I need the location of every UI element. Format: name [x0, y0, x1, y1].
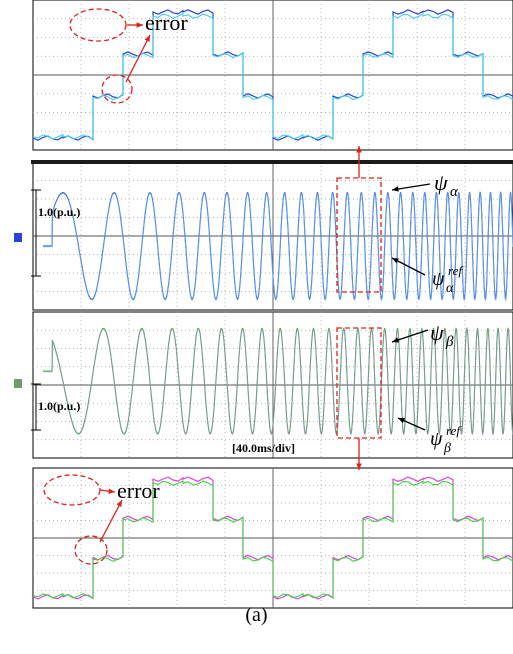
alpha-main-label-psi: ψ — [434, 170, 448, 195]
beta-ref-label-psi: ψ — [430, 428, 443, 450]
beta-channel-marker — [14, 379, 22, 388]
beta-ref-label-sup: ref — [446, 423, 462, 438]
bottom-zoom-panel — [32, 467, 513, 609]
alpha-series-1 — [43, 192, 513, 302]
top-zoom-panel — [32, 0, 513, 151]
bottom-error-arrow-2-line — [99, 499, 123, 543]
alpha-channel-marker — [14, 233, 22, 242]
top-error-label: error — [145, 10, 188, 35]
alpha-scale-label: 1.0(p.u.) — [38, 205, 80, 219]
bottom-error-ellipse-2 — [74, 535, 108, 565]
beta-main-arrow-head — [392, 337, 399, 343]
alpha-ref-label-sup: ref — [448, 263, 464, 278]
top-error-arrow-2-head — [144, 35, 150, 42]
beta-series-1 — [43, 327, 513, 436]
alpha-main-label-sub: α — [450, 184, 459, 200]
alpha-main-arrow-head — [392, 186, 399, 192]
alpha-to-top-connector-head — [356, 146, 362, 153]
top-error-arrow-2-line — [125, 34, 151, 83]
beta-scale-label: 1.0(p.u.) — [38, 399, 80, 413]
bottom-zoom-series-1 — [32, 480, 513, 599]
beta-flux-panel: 1.0(p.u.) [40.0ms/div] — [14, 311, 513, 459]
beta-main-label-psi: ψ — [430, 320, 444, 345]
beta-to-bottom-connector-head — [356, 463, 362, 470]
alpha-ref-label-psi: ψ — [432, 268, 445, 290]
bottom-error-arrow-1-head — [108, 488, 115, 494]
top-error-ellipse-2 — [101, 74, 133, 104]
bottom-error-arrow-2-head — [116, 500, 122, 507]
alpha-top-bar — [31, 160, 513, 164]
alpha-ref-label-sub: α — [446, 281, 454, 296]
beta-time-label: [40.0ms/div] — [232, 441, 295, 455]
beta-main-label-sub: β — [445, 334, 454, 350]
top-error-arrow-1-head — [136, 22, 143, 28]
figure-caption: (a) — [245, 604, 268, 626]
alpha-zoom-box — [336, 177, 382, 293]
bottom-error-label: error — [117, 478, 160, 503]
alpha-ref-arrow-head — [392, 258, 399, 264]
top-zoom-series-1 — [32, 13, 513, 140]
alpha-flux-panel: 1.0(p.u.) — [14, 160, 513, 311]
top-error-ellipse-1 — [69, 8, 127, 42]
beta-ref-arrow-head — [398, 418, 405, 424]
beta-ref-label-sub: β — [443, 441, 451, 456]
